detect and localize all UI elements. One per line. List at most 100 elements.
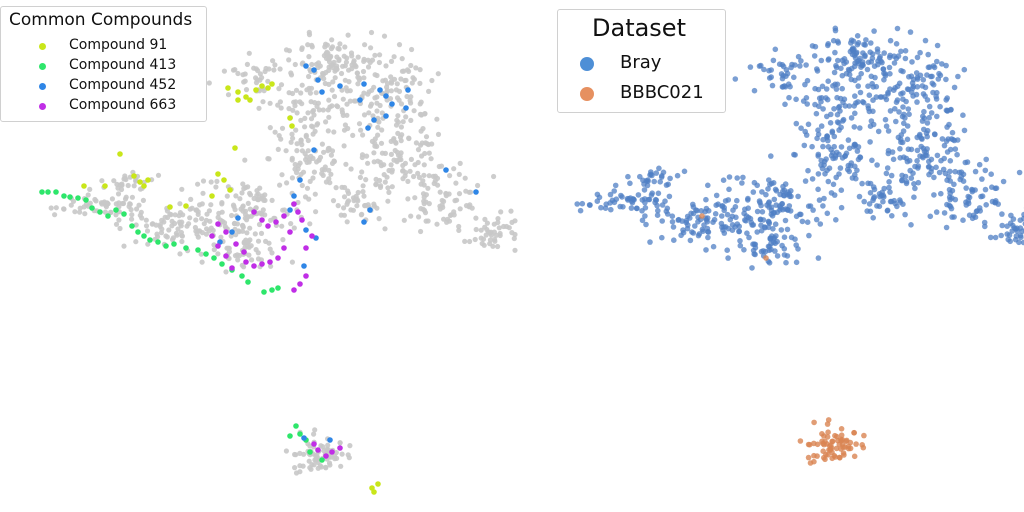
- point-bray: [933, 164, 939, 171]
- background-point: [361, 56, 367, 63]
- point-bray: [781, 234, 788, 240]
- background-point: [367, 103, 374, 109]
- point-bray: [943, 62, 949, 69]
- point-bray: [719, 213, 725, 219]
- background-point: [343, 59, 349, 65]
- background-point: [280, 237, 286, 243]
- point-bray: [905, 106, 912, 112]
- point-bray: [917, 49, 923, 56]
- point-bray: [871, 28, 877, 34]
- background-point: [240, 181, 246, 187]
- point-bray: [892, 106, 898, 112]
- background-point: [508, 208, 514, 214]
- point-bbbc021: [838, 446, 844, 452]
- background-point: [298, 137, 304, 143]
- point-bray: [920, 113, 926, 120]
- point-bray: [885, 128, 892, 134]
- background-point: [419, 140, 425, 146]
- point-bray: [914, 147, 921, 154]
- point-bray: [862, 52, 868, 59]
- background-point: [356, 75, 362, 81]
- point-bray: [779, 201, 785, 207]
- background-point: [417, 67, 423, 73]
- background-point: [102, 209, 108, 215]
- point-bray: [814, 66, 820, 72]
- point-compound-413: [163, 243, 169, 249]
- point-bray: [834, 111, 841, 118]
- point-compound-413: [275, 285, 281, 291]
- point-compound-452: [383, 113, 389, 119]
- point-bray: [868, 40, 874, 46]
- background-point: [199, 230, 205, 236]
- background-point: [487, 237, 493, 243]
- point-compound-91: [235, 89, 241, 95]
- background-point: [108, 209, 114, 215]
- point-bray: [902, 48, 909, 54]
- point-bray: [1020, 239, 1024, 246]
- legend-marker: [580, 87, 594, 101]
- background-point: [289, 131, 295, 137]
- background-point: [316, 107, 322, 113]
- point-compound-452: [337, 83, 343, 89]
- background-point: [277, 182, 283, 188]
- point-bray: [883, 170, 890, 177]
- point-compound-413: [319, 457, 325, 463]
- background-point: [302, 124, 308, 130]
- point-bray: [894, 25, 901, 32]
- point-bray: [941, 210, 948, 216]
- point-bray: [750, 247, 757, 254]
- point-compound-91: [243, 94, 249, 100]
- point-bray: [814, 135, 820, 142]
- background-point: [290, 135, 296, 141]
- point-bray: [862, 42, 868, 48]
- background-point: [405, 178, 411, 184]
- point-bray: [773, 202, 779, 208]
- background-point: [446, 218, 453, 224]
- background-point: [314, 452, 320, 458]
- background-point: [134, 206, 140, 212]
- legend-label: Bray: [620, 52, 662, 73]
- background-point: [337, 440, 343, 446]
- point-compound-413: [293, 423, 299, 429]
- background-point: [116, 217, 122, 223]
- point-bray: [863, 37, 869, 43]
- background-point: [199, 216, 205, 222]
- point-bray: [963, 185, 969, 191]
- background-point: [258, 230, 265, 236]
- point-bray: [854, 148, 861, 154]
- point-bray: [639, 217, 646, 224]
- background-point: [399, 56, 405, 62]
- point-bray: [841, 60, 847, 67]
- point-bray: [793, 259, 800, 266]
- point-bray: [758, 62, 764, 69]
- point-bray: [904, 86, 911, 92]
- background-point: [247, 206, 253, 212]
- point-bray: [925, 51, 931, 58]
- point-bray: [1016, 169, 1023, 176]
- background-point: [195, 211, 201, 217]
- background-point: [172, 212, 178, 218]
- background-point: [360, 183, 366, 189]
- point-compound-452: [361, 219, 367, 225]
- background-point: [496, 225, 502, 231]
- point-compound-452: [319, 89, 325, 95]
- background-point: [266, 66, 272, 72]
- background-point: [312, 191, 318, 197]
- point-bray: [830, 37, 837, 44]
- background-point: [206, 208, 212, 214]
- background-point: [391, 137, 397, 143]
- point-compound-452: [361, 81, 367, 87]
- background-point: [328, 171, 334, 177]
- background-point: [286, 48, 292, 54]
- point-bray: [887, 71, 893, 77]
- point-bray: [726, 186, 732, 193]
- point-compound-413: [105, 213, 111, 219]
- point-bray: [937, 72, 944, 79]
- point-bray: [896, 109, 902, 115]
- background-point: [249, 257, 255, 263]
- point-bray: [869, 55, 876, 61]
- point-bray: [771, 196, 778, 203]
- point-bray: [919, 118, 926, 124]
- point-bray: [872, 74, 878, 81]
- point-bray: [938, 157, 944, 164]
